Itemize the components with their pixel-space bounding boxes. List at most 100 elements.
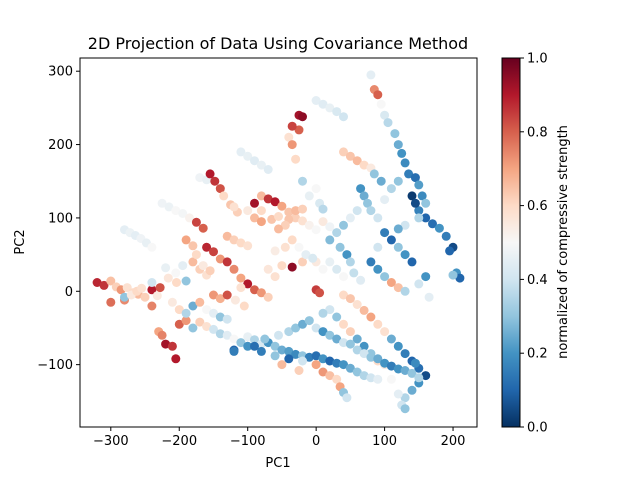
- scatter-point: [222, 231, 232, 241]
- scatter-point: [352, 206, 362, 216]
- scatter-point: [256, 217, 266, 227]
- scatter-point: [260, 334, 270, 344]
- scatter-point: [171, 268, 181, 278]
- x-tick-label: 100: [372, 434, 397, 449]
- scatter-point: [318, 99, 328, 109]
- scatter-point: [414, 279, 424, 289]
- scatter-point: [298, 216, 307, 226]
- scatter-point: [400, 250, 410, 260]
- scatter-point: [188, 323, 198, 333]
- scatter-point: [161, 339, 171, 349]
- scatter-point: [174, 319, 184, 329]
- scatter-point: [250, 156, 259, 166]
- scatter-point: [287, 140, 297, 150]
- scatter-point: [171, 354, 181, 364]
- scatter-point: [400, 286, 410, 296]
- scatter-point: [366, 257, 376, 267]
- scatter-point: [407, 191, 417, 201]
- scatter-point: [106, 276, 116, 286]
- scatter-point: [325, 103, 335, 113]
- scatter-point: [359, 371, 369, 381]
- scatter-point: [172, 278, 181, 287]
- scatter-point: [318, 367, 328, 377]
- y-tick-label: 100: [48, 211, 73, 226]
- colorbar: [502, 58, 520, 427]
- colorbar-axis: 0.0 0.2 0.4 0.6 0.8 1.0: [520, 52, 548, 436]
- scatter-point: [181, 276, 191, 286]
- scatter-point: [270, 246, 280, 256]
- scatter-points: [92, 70, 465, 414]
- scatter-point: [243, 279, 253, 289]
- scatter-point: [284, 354, 294, 364]
- scatter-point: [229, 202, 239, 212]
- scatter-point: [137, 283, 147, 293]
- scatter-point: [311, 225, 321, 235]
- scatter-point: [400, 220, 410, 230]
- scatter-point: [345, 257, 355, 267]
- scatter-point: [215, 254, 225, 264]
- scatter-point: [304, 352, 314, 362]
- scatter-point: [345, 294, 355, 304]
- scatter-point: [222, 257, 232, 267]
- scatter-point: [210, 176, 220, 186]
- scatter-point: [325, 305, 335, 315]
- scatter-point: [304, 220, 314, 230]
- scatter-point: [243, 341, 253, 351]
- scatter-point: [339, 272, 348, 282]
- scatter-point: [243, 241, 253, 251]
- scatter-point: [287, 235, 297, 245]
- scatter-point: [339, 319, 348, 329]
- scatter-point: [191, 250, 201, 260]
- scatter-point: [277, 201, 287, 211]
- scatter-point: [366, 70, 376, 80]
- plot-frame: [79, 57, 478, 428]
- scatter-point: [383, 118, 393, 128]
- scatter-point: [356, 275, 366, 285]
- scatter-point: [181, 316, 191, 326]
- scatter-point: [366, 312, 376, 322]
- scatter-point: [345, 213, 355, 223]
- scatter-point: [198, 223, 208, 233]
- colorbar-tick-label: 0.8: [527, 125, 548, 140]
- scatter-point: [315, 288, 325, 298]
- scatter-point: [339, 338, 348, 348]
- scatter-point: [284, 207, 294, 217]
- scatter-point: [318, 204, 328, 214]
- scatter-point: [393, 364, 403, 374]
- scatter-point: [202, 242, 212, 252]
- scatter-point: [250, 335, 259, 345]
- scatter-point: [318, 217, 328, 227]
- x-tick-label: −100: [230, 434, 266, 449]
- scatter-point: [417, 191, 427, 201]
- x-axis: −300 −200 −100 0 100 200: [93, 427, 466, 449]
- scatter-point: [256, 346, 266, 356]
- scatter-point: [215, 294, 225, 304]
- scatter-point: [400, 349, 410, 359]
- scatter-point: [291, 154, 301, 164]
- colorbar-label: normalized of compressive strength: [556, 125, 571, 359]
- colorbar-tick-label: 0.0: [527, 421, 548, 436]
- x-tick-label: 200: [441, 434, 466, 449]
- scatter-point: [294, 125, 304, 135]
- scatter-point: [256, 191, 266, 201]
- y-axis-label: PC2: [13, 229, 28, 254]
- scatter-point: [161, 263, 171, 273]
- scatter-point: [373, 354, 383, 364]
- scatter-point: [229, 264, 239, 274]
- scatter-point: [298, 112, 307, 122]
- scatter-point: [291, 206, 301, 216]
- scatter-point: [366, 352, 376, 362]
- scatter-point: [359, 191, 369, 201]
- scatter-point: [209, 324, 218, 334]
- scatter-point: [373, 90, 383, 100]
- scatter-point: [274, 224, 283, 234]
- scatter-point: [311, 351, 321, 361]
- scatter-point: [332, 312, 342, 322]
- scatter-point: [363, 198, 372, 208]
- chart-title: 2D Projection of Data Using Covariance M…: [88, 34, 468, 53]
- scatter-point: [294, 366, 304, 375]
- scatter-point: [393, 176, 403, 186]
- scatter-point: [332, 228, 342, 238]
- scatter-point: [366, 206, 376, 216]
- scatter-point: [393, 140, 403, 150]
